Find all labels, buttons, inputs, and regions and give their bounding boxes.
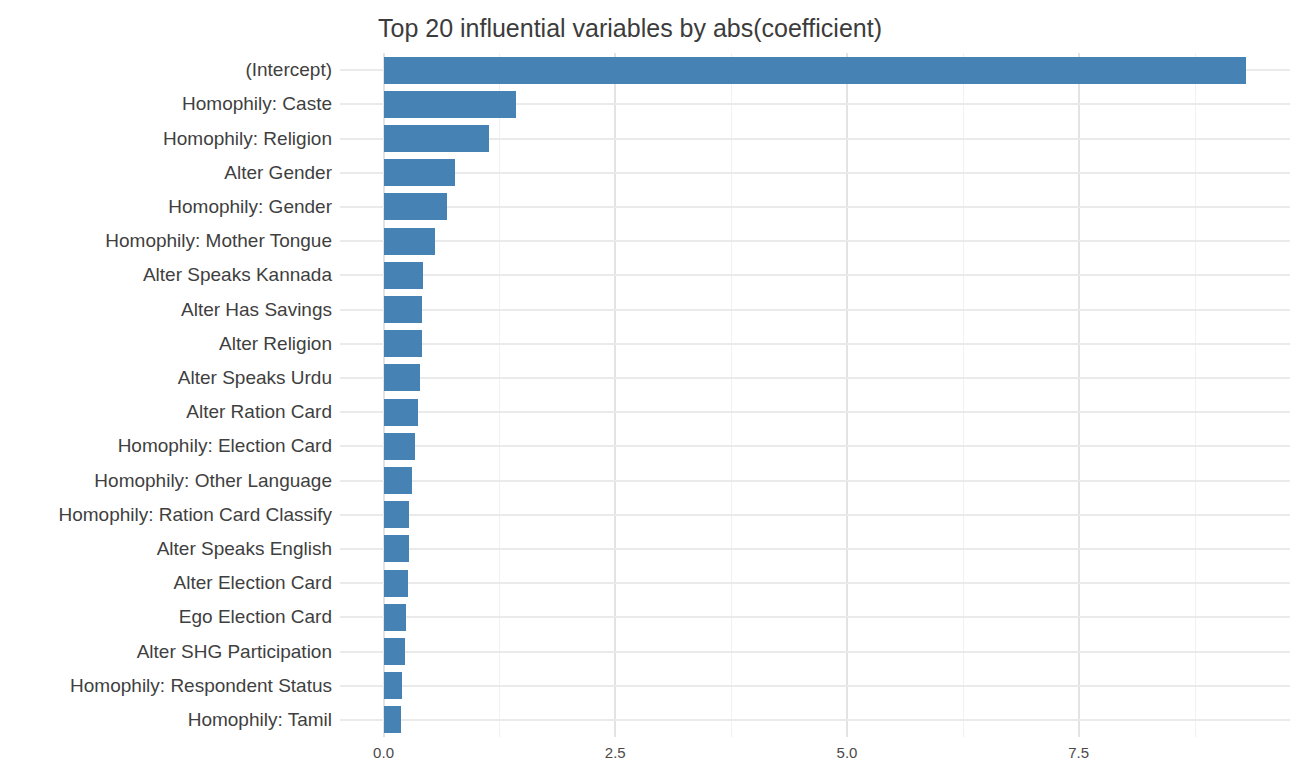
y-tick-label: Homophily: Gender <box>168 196 332 218</box>
y-gridline <box>340 480 1290 482</box>
bar <box>384 535 409 562</box>
bar <box>384 159 455 186</box>
y-gridline <box>340 309 1290 311</box>
y-gridline <box>340 651 1290 653</box>
y-tick-label: Homophily: Other Language <box>94 470 332 492</box>
x-minor-gridline <box>731 53 732 737</box>
y-tick-label: Alter Speaks Kannada <box>143 264 332 286</box>
plot-panel <box>340 53 1290 737</box>
y-tick-label: Homophily: Caste <box>182 93 332 115</box>
y-gridline <box>340 240 1290 242</box>
y-tick-label: Homophily: Respondent Status <box>70 675 332 697</box>
y-tick-label: Alter Ration Card <box>186 401 332 423</box>
x-tick-label: 0.0 <box>373 744 394 761</box>
y-tick-label: Homophily: Mother Tongue <box>105 230 332 252</box>
x-minor-gridline <box>963 53 964 737</box>
x-major-gridline <box>1078 53 1080 737</box>
y-gridline <box>340 343 1290 345</box>
y-tick-label: Alter Election Card <box>174 572 332 594</box>
y-tick-label: Ego Election Card <box>179 606 332 628</box>
chart-title: Top 20 influential variables by abs(coef… <box>378 14 882 43</box>
bar <box>384 433 416 460</box>
bar <box>384 296 423 323</box>
bar <box>384 501 410 528</box>
y-gridline <box>340 514 1290 516</box>
y-gridline <box>340 548 1290 550</box>
x-major-gridline <box>383 53 385 737</box>
y-gridline <box>340 411 1290 413</box>
chart-figure: Top 20 influential variables by abs(coef… <box>0 0 1312 776</box>
bar <box>384 125 490 152</box>
bar <box>384 467 413 494</box>
y-gridline <box>340 719 1290 721</box>
y-gridline <box>340 616 1290 618</box>
y-gridline <box>340 377 1290 379</box>
bar <box>384 228 435 255</box>
x-tick-label: 2.5 <box>605 744 626 761</box>
y-gridline <box>340 685 1290 687</box>
y-tick-label: Alter SHG Participation <box>137 641 332 663</box>
x-axis-labels: 0.0 2.5 5.0 7.5 <box>340 744 1290 764</box>
y-tick-label: Homophily: Tamil <box>188 709 332 731</box>
y-tick-label: Alter Gender <box>224 162 332 184</box>
x-minor-gridline <box>499 53 500 737</box>
bar <box>384 364 420 391</box>
x-minor-gridline <box>1195 53 1196 737</box>
y-gridline <box>340 172 1290 174</box>
y-tick-label: (Intercept) <box>245 59 332 81</box>
bar <box>384 57 1247 84</box>
x-tick-label: 5.0 <box>837 744 858 761</box>
bar <box>384 604 406 631</box>
y-gridline <box>340 274 1290 276</box>
bar <box>384 330 422 357</box>
y-gridline <box>340 206 1290 208</box>
x-major-gridline <box>846 53 848 737</box>
y-tick-label: Alter Has Savings <box>181 299 332 321</box>
x-major-gridline <box>614 53 616 737</box>
bar <box>384 638 405 665</box>
y-tick-label: Alter Speaks English <box>157 538 332 560</box>
bar <box>384 570 408 597</box>
y-gridline <box>340 445 1290 447</box>
bar <box>384 399 418 426</box>
bar <box>384 91 517 118</box>
bar <box>384 193 447 220</box>
bar <box>384 706 402 733</box>
y-tick-label: Homophily: Election Card <box>118 435 332 457</box>
y-tick-label: Alter Speaks Urdu <box>178 367 332 389</box>
y-gridline <box>340 582 1290 584</box>
y-axis-labels: (Intercept) Homophily: Caste Homophily: Re… <box>0 53 332 737</box>
y-tick-label: Homophily: Ration Card Classify <box>59 504 333 526</box>
bar <box>384 672 403 699</box>
y-tick-label: Alter Religion <box>219 333 332 355</box>
bar <box>384 262 424 289</box>
x-tick-label: 7.5 <box>1068 744 1089 761</box>
y-tick-label: Homophily: Religion <box>163 128 332 150</box>
